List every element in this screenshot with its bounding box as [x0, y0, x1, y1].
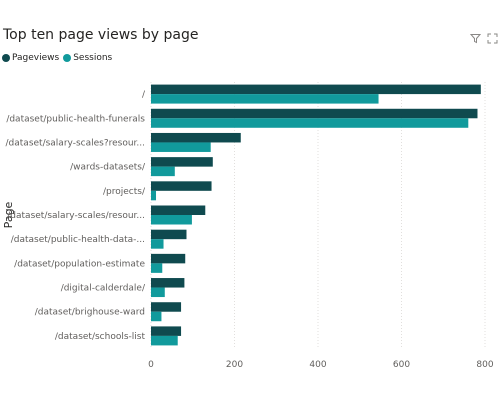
focus-mode-icon[interactable] — [487, 29, 498, 44]
x-tick-label: 400 — [309, 360, 326, 370]
bar-sessions — [151, 287, 165, 298]
bar-pageviews — [151, 84, 481, 95]
x-tick-label: 200 — [226, 360, 243, 370]
bar-sessions — [151, 166, 175, 177]
bar-sessions — [151, 94, 379, 104]
chart-title: Top ten page views by page — [3, 27, 199, 43]
y-tick-label: /dataset/public-health-funerals — [6, 114, 145, 124]
legend-item-pageviews[interactable]: Pageviews — [2, 53, 59, 63]
legend-label-pageviews: Pageviews — [12, 53, 60, 63]
legend-swatch-pageviews — [2, 54, 10, 62]
bar-sessions — [151, 263, 163, 273]
bar-pageviews — [151, 108, 478, 119]
bar-sessions — [151, 215, 192, 225]
y-tick-label: /dataset/salary-scales/resour... — [7, 211, 145, 221]
filter-icon[interactable] — [469, 29, 482, 44]
bar-pageviews — [151, 229, 187, 240]
chart-legend: Pageviews Sessions — [2, 53, 116, 63]
bar-pageviews — [151, 278, 185, 288]
bar-pageviews — [151, 326, 182, 336]
visual-header-icons — [469, 29, 498, 44]
bar-sessions — [151, 239, 164, 249]
x-tick-label: 800 — [476, 360, 493, 370]
bar-pageviews — [151, 157, 213, 167]
bar-pageviews — [151, 302, 182, 312]
y-axis-title: Page — [2, 201, 15, 228]
y-tick-label: /dataset/brighouse-ward — [35, 308, 145, 318]
legend-swatch-sessions — [63, 54, 72, 62]
y-tick-label: /dataset/population-estimate — [14, 259, 145, 269]
legend-label-sessions: Sessions — [73, 53, 113, 63]
bar-pageviews — [151, 253, 186, 264]
bar-pageviews — [151, 205, 206, 215]
y-tick-label: /dataset/salary-scales?resour... — [6, 138, 145, 148]
y-tick-label: / — [142, 90, 146, 100]
bar-sessions — [151, 190, 157, 201]
y-tick-label: /dataset/schools-list — [55, 332, 146, 342]
bar-sessions — [151, 142, 211, 152]
x-tick-label: 0 — [148, 360, 154, 370]
bar-pageviews — [151, 132, 241, 143]
y-tick-label: /dataset/public-health-data-... — [11, 235, 145, 245]
y-tick-label: /projects/ — [103, 187, 146, 197]
bar-sessions — [151, 335, 178, 346]
x-tick-label: 600 — [393, 360, 410, 370]
legend-item-sessions[interactable]: Sessions — [63, 53, 112, 63]
bar-sessions — [151, 311, 162, 322]
y-tick-label: /wards-datasets/ — [70, 163, 146, 173]
bar-sessions — [151, 118, 469, 128]
bar-pageviews — [151, 181, 212, 191]
y-tick-label: /digital-calderdale/ — [61, 284, 146, 294]
